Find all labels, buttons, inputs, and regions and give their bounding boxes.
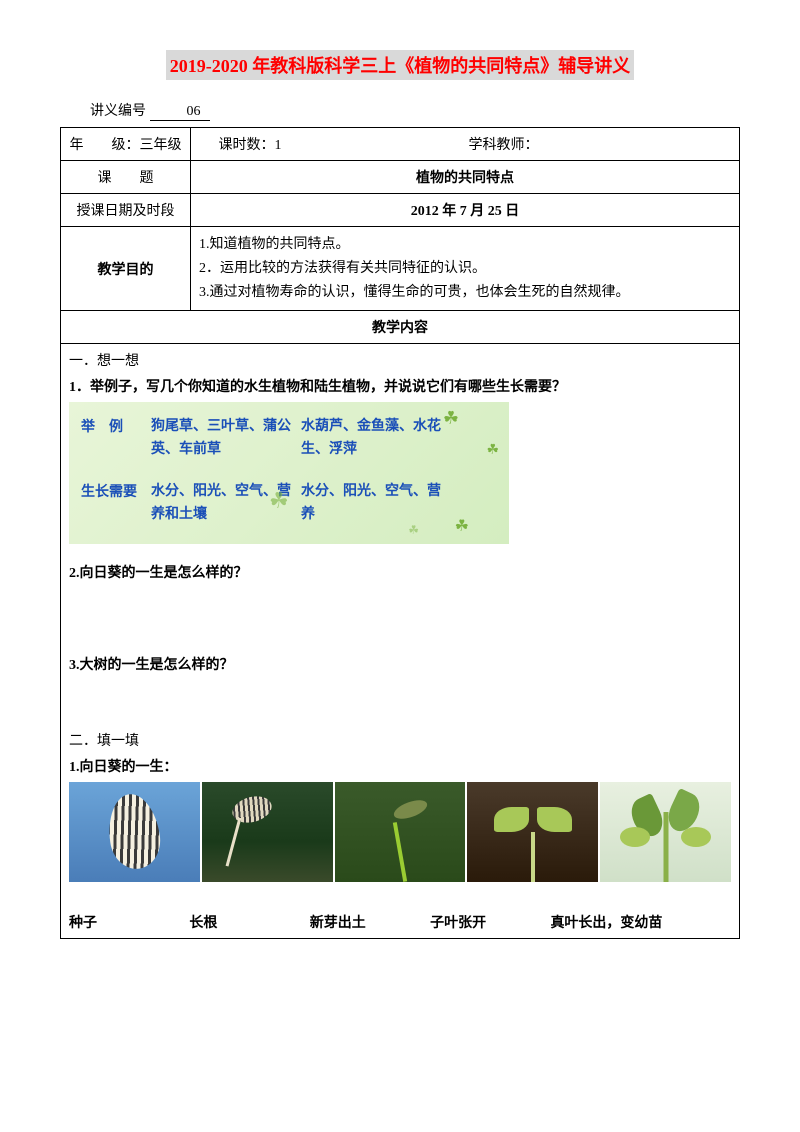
caption-5: 真叶长出，变幼苗: [550, 912, 731, 932]
date-label: 授课日期及时段: [61, 194, 191, 227]
lecture-label: 讲义编号: [90, 104, 146, 119]
question-1: 1．举例子，写几个你知道的水生植物和陆生植物，并说说它们有哪些生长需要？: [69, 376, 731, 396]
clover-icon: ☘: [443, 408, 459, 429]
clover-icon: ☘: [269, 488, 289, 514]
topic-value: 植物的共同特点: [191, 161, 740, 194]
content-header-row: 教学内容: [61, 311, 740, 344]
meta-cell: 课时数：1 学科教师：: [191, 128, 740, 161]
sunflower-lifecycle-images: [69, 782, 731, 882]
lecture-number: 06: [150, 100, 210, 121]
question-2: 2.向日葵的一生是怎么样的？: [69, 562, 731, 582]
question-3: 3.大树的一生是怎么样的？: [69, 654, 731, 674]
example-label-2: 生长需要: [81, 481, 151, 526]
section-1-title: 一．想一想: [69, 350, 731, 370]
periods-label: 课时数：: [219, 138, 275, 153]
water-plants: 水葫芦、金鱼藻、水花生、浮萍: [301, 416, 451, 461]
example-label-1: 举 例: [81, 416, 151, 461]
content-cell: 一．想一想 1．举例子，写几个你知道的水生植物和陆生植物，并说说它们有哪些生长需…: [61, 344, 740, 939]
caption-2: 长根: [189, 912, 309, 932]
header-row-1: 年 级：三年级 课时数：1 学科教师：: [61, 128, 740, 161]
water-needs: 水分、阳光、空气、营养: [301, 481, 451, 526]
caption-row: 种子 长根 新芽出土 子叶张开 真叶长出，变幼苗: [69, 912, 731, 932]
clover-icon: ☘: [486, 442, 499, 459]
caption-4: 子叶张开: [430, 912, 550, 932]
clover-icon: ☘: [408, 523, 419, 538]
grade-label: 年 级：: [70, 138, 140, 153]
page-title: 2019-2020 年教科版科学三上《植物的共同特点》辅导讲义: [166, 50, 635, 80]
goals-row: 教学目的 1.知道植物的共同特点。 2．运用比较的方法获得有关共同特征的认识。 …: [61, 227, 740, 311]
answer-space-2: [69, 588, 731, 648]
example-row-2: 生长需要 水分、阳光、空气、营养和土壤 水分、阳光、空气、营养: [81, 481, 497, 526]
caption-1: 种子: [69, 912, 189, 932]
goal-3: 3.通过对植物寿命的认识，懂得生命的可贵，也体会生死的自然规律。: [199, 281, 731, 305]
caption-3: 新芽出土: [310, 912, 430, 932]
image-leaves: [600, 782, 731, 882]
clover-icon: ☘: [455, 516, 469, 536]
content-row: 一．想一想 1．举例子，写几个你知道的水生植物和陆生植物，并说说它们有哪些生长需…: [61, 344, 740, 939]
image-seed: [69, 782, 200, 882]
image-root: [202, 782, 333, 882]
example-box: ☘ ☘ ☘ ☘ ☘ 举 例 狗尾草、三叶草、蒲公英、车前草 水葫芦、金鱼藻、水花…: [69, 402, 509, 544]
section-2-title: 二．填一填: [69, 730, 731, 750]
goal-1: 1.知道植物的共同特点。: [199, 233, 731, 257]
teacher-label: 学科教师：: [469, 138, 539, 153]
question-4: 1.向日葵的一生：: [69, 756, 731, 776]
image-cotyledon: [467, 782, 598, 882]
goals-label: 教学目的: [61, 227, 191, 311]
answer-space-3: [69, 680, 731, 730]
content-header: 教学内容: [61, 311, 740, 344]
goal-2: 2．运用比较的方法获得有关共同特征的认识。: [199, 257, 731, 281]
goals-cell: 1.知道植物的共同特点。 2．运用比较的方法获得有关共同特征的认识。 3.通过对…: [191, 227, 740, 311]
lecture-number-row: 讲义编号 06: [90, 100, 740, 121]
topic-label: 课 题: [61, 161, 191, 194]
lesson-table: 年 级：三年级 课时数：1 学科教师： 课 题 植物的共同特点 授课日期及时段 …: [60, 127, 740, 939]
example-row-1: 举 例 狗尾草、三叶草、蒲公英、车前草 水葫芦、金鱼藻、水花生、浮萍: [81, 416, 497, 461]
topic-row: 课 题 植物的共同特点: [61, 161, 740, 194]
periods-value: 1: [275, 138, 282, 153]
grade-value: 三年级: [140, 138, 182, 153]
date-row: 授课日期及时段 2012 年 7 月 25 日: [61, 194, 740, 227]
grade-cell: 年 级：三年级: [61, 128, 191, 161]
land-plants: 狗尾草、三叶草、蒲公英、车前草: [151, 416, 301, 461]
image-sprout: [335, 782, 466, 882]
date-value: 2012 年 7 月 25 日: [191, 194, 740, 227]
title-container: 2019-2020 年教科版科学三上《植物的共同特点》辅导讲义: [60, 50, 740, 80]
